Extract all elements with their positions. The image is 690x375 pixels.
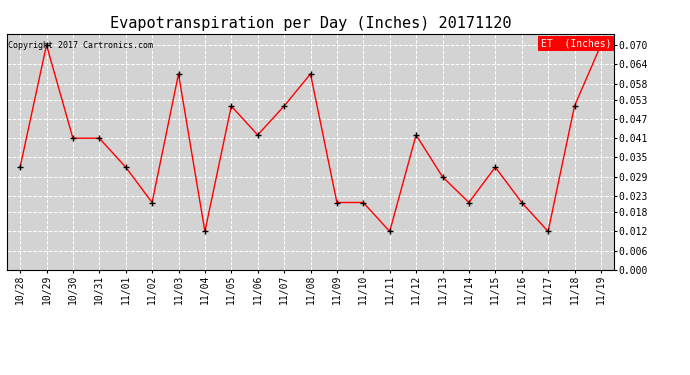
Title: Evapotranspiration per Day (Inches) 20171120: Evapotranspiration per Day (Inches) 2017… xyxy=(110,16,511,31)
Text: ET  (Inches): ET (Inches) xyxy=(540,39,611,48)
Text: Copyright 2017 Cartronics.com: Copyright 2017 Cartronics.com xyxy=(8,41,153,50)
